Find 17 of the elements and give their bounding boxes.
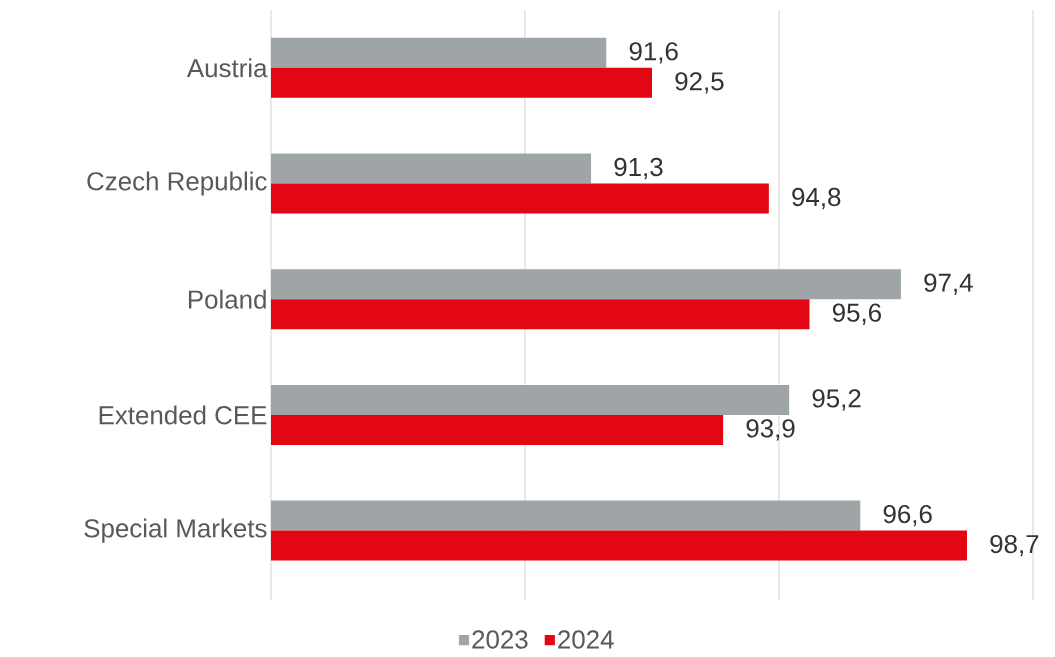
y-tick-label: Austria — [186, 58, 268, 78]
legend-label: 2023 — [472, 630, 528, 649]
data-label: 91,6 — [629, 42, 678, 64]
data-label: 97,4 — [924, 273, 973, 295]
data-label: 91,3 — [614, 157, 663, 180]
data-label: 98,7 — [990, 534, 1039, 557]
data-label: 95,2 — [812, 389, 861, 411]
y-tick-label: Czech Republic — [87, 171, 267, 196]
legend-label: 2024 — [558, 630, 614, 649]
y-tick-label: Special Markets — [84, 518, 267, 543]
data-label: 92,5 — [675, 72, 724, 94]
data-label: 95,6 — [832, 303, 881, 325]
data-label: 94,8 — [792, 187, 841, 210]
data-label: 96,6 — [883, 504, 932, 527]
y-tick-label: Poland — [188, 289, 266, 309]
data-label: 93,9 — [746, 419, 795, 441]
y-tick-label: Extended CEE — [99, 405, 267, 425]
